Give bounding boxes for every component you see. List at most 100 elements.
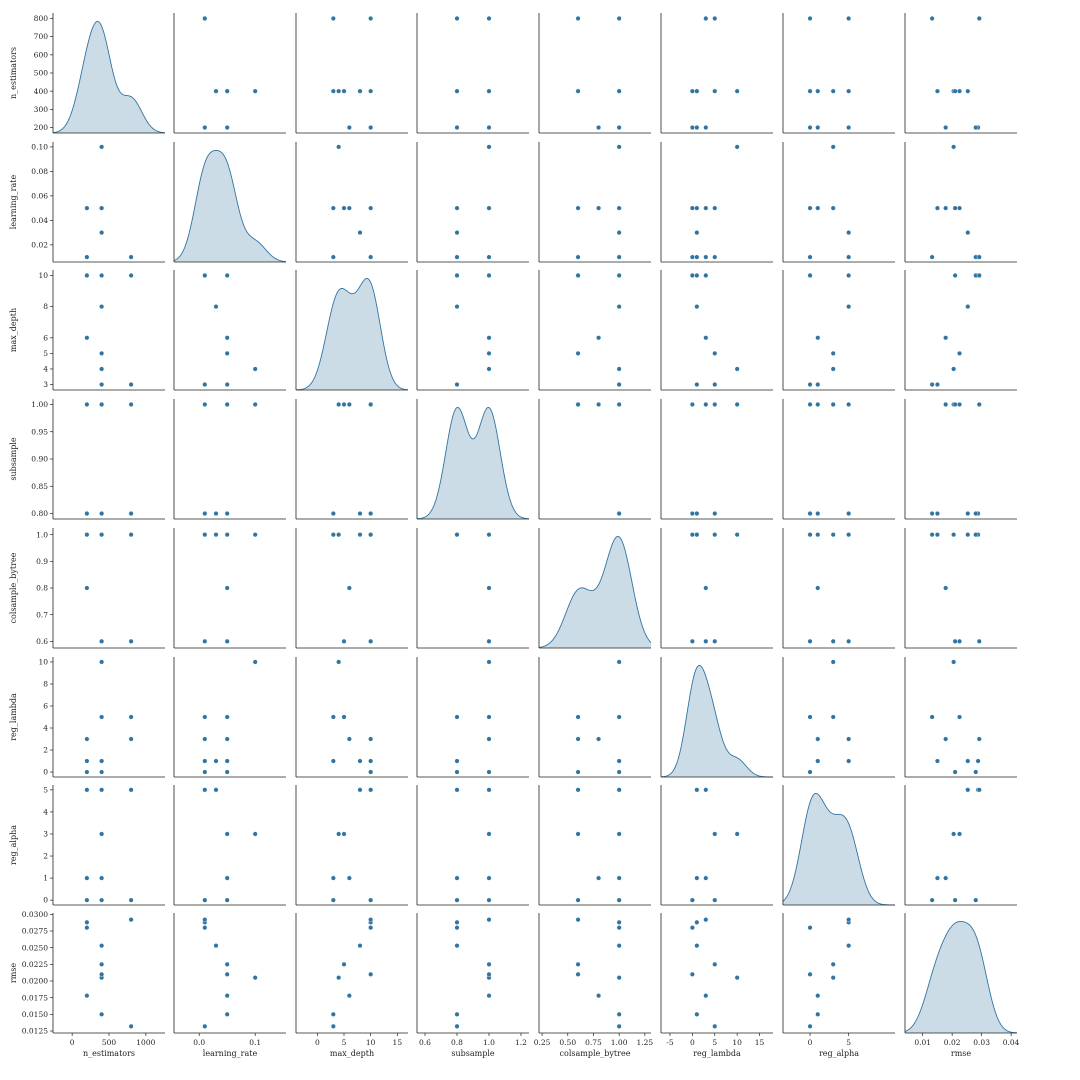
scatter-point (807, 925, 813, 931)
cell-n_estimators-vs-rmse (904, 13, 1017, 134)
scatter-point (224, 897, 230, 903)
scatter-point (846, 272, 852, 278)
y-tick-label: 700 (34, 32, 49, 41)
scatter-point (929, 532, 935, 538)
scatter-point (336, 831, 342, 837)
scatter-point (486, 993, 492, 999)
y-tick-label: 600 (34, 50, 49, 59)
cell-max_depth-vs-colsample_bytree (538, 270, 651, 391)
y-axis-label-max_depth: max_depth (9, 308, 18, 352)
scatter-point (694, 919, 700, 925)
scatter-point (368, 787, 374, 793)
cell-reg_alpha-vs-reg_lambda (660, 785, 773, 906)
scatter-point (976, 787, 982, 793)
scatter-point (486, 769, 492, 775)
cell-n_estimators-vs-max_depth (295, 13, 408, 134)
scatter-point (616, 15, 622, 21)
cell-reg_lambda-vs-learning_rate (173, 657, 286, 778)
scatter-point (454, 205, 460, 211)
scatter-point (99, 659, 105, 665)
y-tick-label: 5 (43, 785, 48, 794)
scatter-point (99, 144, 105, 150)
scatter-point (846, 638, 852, 644)
scatter-point (734, 975, 740, 981)
scatter-point (202, 382, 208, 388)
scatter-point (952, 638, 958, 644)
scatter-point (99, 831, 105, 837)
scatter-point (965, 304, 971, 310)
scatter-point (454, 758, 460, 764)
scatter-point (846, 943, 852, 949)
scatter-point (973, 532, 979, 538)
scatter-point (213, 758, 219, 764)
scatter-point (202, 511, 208, 517)
scatter-point (943, 205, 949, 211)
scatter-point (703, 254, 709, 260)
x-tick-label: 0 (70, 1038, 75, 1047)
kde-area-colsample_bytree (539, 536, 651, 648)
scatter-point (224, 335, 230, 341)
scatter-point (616, 144, 622, 150)
x-tick-label: 1.25 (636, 1038, 653, 1047)
scatter-point (575, 350, 581, 356)
scatter-point (486, 917, 492, 923)
scatter-point (616, 511, 622, 517)
scatter-point (357, 230, 363, 236)
scatter-point (486, 897, 492, 903)
cell-rmse-vs-reg_lambda (660, 913, 773, 1034)
scatter-point (973, 511, 979, 517)
x-tick-label: 10 (732, 1038, 742, 1047)
x-tick-label: 0.8 (451, 1038, 463, 1047)
x-tick-label: 0 (808, 1038, 813, 1047)
x-tick-label: 0.50 (559, 1038, 576, 1047)
scatter-point (689, 925, 695, 931)
y-tick-label: 6 (43, 702, 48, 711)
scatter-point (202, 925, 208, 931)
scatter-point (99, 787, 105, 793)
x-tick-label: 0.01 (914, 1038, 931, 1047)
y-tick-label: 5 (43, 349, 48, 358)
scatter-point (830, 205, 836, 211)
scatter-point (454, 897, 460, 903)
cell-n_estimators-vs-subsample (416, 13, 529, 134)
scatter-point (943, 875, 949, 881)
cell-reg_alpha-vs-max_depth (295, 785, 408, 906)
y-tick-label: 0.0250 (22, 943, 48, 952)
scatter-point (575, 254, 581, 260)
scatter-point (202, 917, 208, 923)
scatter-point (807, 205, 813, 211)
scatter-point (224, 511, 230, 517)
scatter-point (830, 659, 836, 665)
scatter-point (357, 943, 363, 949)
scatter-point (99, 511, 105, 517)
x-tick-label: 0.25 (534, 1038, 551, 1047)
scatter-point (965, 532, 971, 538)
x-axis-label-max_depth: max_depth (330, 1049, 374, 1058)
scatter-point (336, 659, 342, 665)
scatter-point (712, 350, 718, 356)
cell-n_estimators-vs-learning_rate (173, 13, 286, 134)
scatter-point (202, 758, 208, 764)
cell-max_depth-vs-max_depth (295, 270, 409, 391)
scatter-point (224, 993, 230, 999)
x-tick-label: 0.02 (944, 1038, 961, 1047)
x-tick-label: 15 (755, 1038, 765, 1047)
cell-reg_lambda-vs-n_estimators (52, 657, 165, 778)
scatter-point (596, 736, 602, 742)
scatter-point (712, 205, 718, 211)
scatter-point (84, 736, 90, 742)
y-tick-label: 0.0175 (22, 993, 48, 1002)
scatter-point (575, 272, 581, 278)
scatter-point (486, 971, 492, 977)
scatter-point (454, 943, 460, 949)
scatter-point (929, 382, 935, 388)
scatter-point (84, 769, 90, 775)
scatter-point (807, 88, 813, 94)
scatter-point (703, 205, 709, 211)
cell-rmse-vs-reg_alpha (782, 913, 895, 1034)
scatter-point (454, 769, 460, 775)
scatter-point (976, 736, 982, 742)
cell-colsample_bytree-vs-rmse (904, 528, 1017, 649)
cell-reg_lambda-vs-reg_alpha (782, 657, 895, 778)
y-tick-label: 800 (34, 14, 49, 23)
